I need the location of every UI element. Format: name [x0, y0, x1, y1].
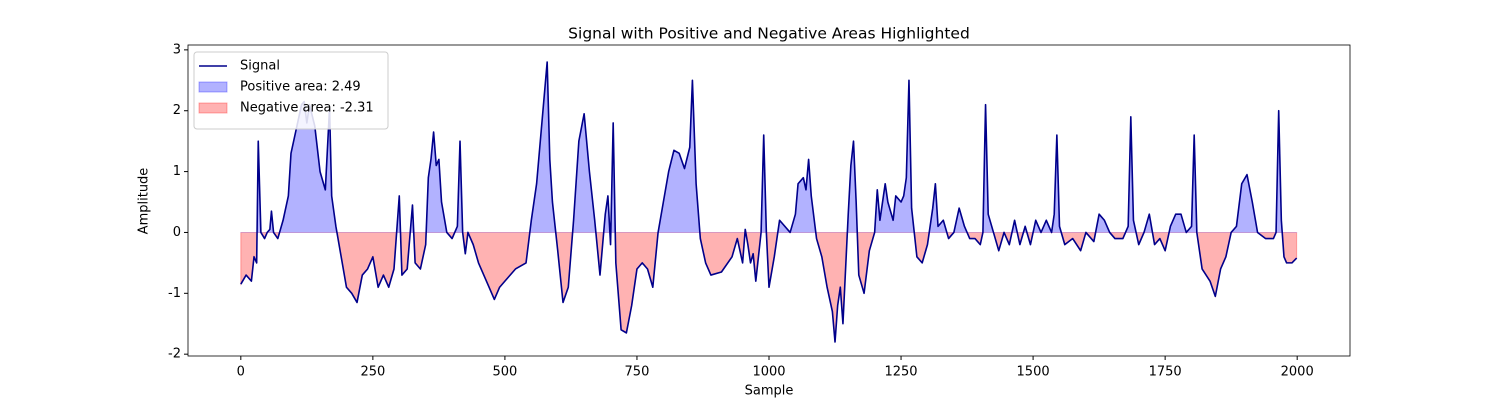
legend-swatch [198, 81, 228, 93]
y-tick-label: -2 [168, 347, 181, 362]
legend-box [193, 51, 389, 130]
y-tick-label: 2 [173, 103, 181, 118]
x-axis-label: Sample [745, 384, 794, 399]
x-tick-label: 2000 [1281, 365, 1314, 380]
y-tick-label: -1 [168, 286, 181, 301]
x-tick-label: 1500 [1017, 365, 1050, 380]
x-tick-label: 1250 [884, 365, 917, 380]
x-tick-label: 1750 [1149, 365, 1182, 380]
legend-label: Negative area: -2.31 [240, 101, 374, 116]
x-tick-label: 250 [360, 365, 385, 380]
x-tick-label: 750 [625, 365, 650, 380]
legend-label: Positive area: 2.49 [240, 80, 361, 95]
legend-label: Signal [240, 59, 280, 74]
x-tick-label: 0 [237, 365, 245, 380]
x-tick-label: 500 [492, 365, 517, 380]
y-axis-label: Amplitude [137, 168, 152, 235]
legend-swatch [198, 102, 228, 114]
plot-frame [187, 44, 1351, 357]
x-tick-label: 1000 [752, 365, 785, 380]
y-tick-label: 1 [173, 164, 181, 179]
y-tick-label: 0 [173, 225, 181, 240]
chart-title: Signal with Positive and Negative Areas … [568, 25, 970, 43]
y-tick-label: 3 [173, 42, 181, 57]
signal-line [240, 61, 1298, 343]
